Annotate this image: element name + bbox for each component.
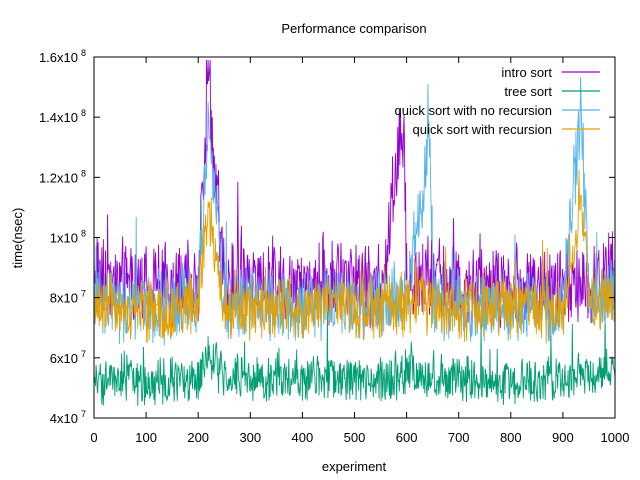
chart-title: Performance comparison	[281, 21, 426, 36]
y-tick-base: 1.4x10	[39, 110, 78, 125]
x-tick-label: 900	[552, 430, 574, 445]
legend-label: tree sort	[504, 84, 552, 99]
y-tick-exponent: 8	[81, 168, 86, 178]
y-axis-label: time(nsec)	[10, 208, 25, 269]
y-tick-exponent: 8	[81, 48, 86, 58]
y-tick-base: 8x10	[50, 291, 78, 306]
y-tick-exponent: 7	[81, 289, 86, 299]
y-tick-base: 1.6x10	[39, 50, 78, 65]
y-tick-label: 1.2x10 8	[39, 168, 86, 185]
y-tick-label: 1x10 8	[50, 229, 86, 246]
x-tick-label: 800	[500, 430, 522, 445]
y-tick-exponent: 8	[81, 229, 86, 239]
x-tick-label: 200	[187, 430, 209, 445]
legend: intro sort tree sort quick sort with no re…	[394, 65, 600, 137]
y-tick-exponent: 7	[81, 349, 86, 359]
y-tick-label: 6x10 7	[50, 349, 86, 366]
y-tick-base: 6x10	[50, 351, 78, 366]
y-tick-exponent: 8	[81, 108, 86, 118]
legend-label: quick sort with no recursion	[394, 103, 552, 118]
y-tick-exponent: 7	[81, 409, 86, 419]
x-tick-label: 0	[90, 430, 97, 445]
x-tick-label: 300	[239, 430, 261, 445]
x-tick-label: 500	[344, 430, 366, 445]
y-tick-base: 1.2x10	[39, 170, 78, 185]
x-tick-label: 1000	[601, 430, 630, 445]
x-axis-label: experiment	[322, 459, 387, 474]
y-tick-base: 4x10	[50, 411, 78, 426]
legend-label: intro sort	[501, 65, 552, 80]
y-tick-label: 1.6x10 8	[39, 48, 86, 65]
series-layer	[93, 59, 616, 406]
legend-label: quick sort with recursion	[413, 122, 552, 137]
y-tick-base: 1x10	[50, 231, 78, 246]
x-tick-label: 700	[448, 430, 470, 445]
y-tick-label: 1.4x10 8	[39, 108, 86, 125]
x-tick-label: 100	[135, 430, 157, 445]
y-tick-label: 4x10 7	[50, 409, 86, 426]
x-tick-label: 400	[292, 430, 314, 445]
series-line-1	[93, 312, 616, 406]
series-line-3	[93, 170, 616, 344]
y-tick-label: 8x10 7	[50, 289, 86, 306]
x-tick-label: 600	[396, 430, 418, 445]
x-axis: 0 100 200 300 400 500 600 700 800 900 1000	[90, 57, 629, 445]
